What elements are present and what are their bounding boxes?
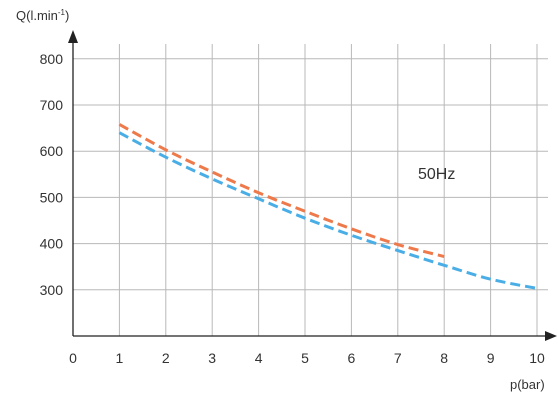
series-layer	[118, 123, 538, 290]
x-tick-label: 4	[255, 350, 263, 366]
x-tick-label: 2	[162, 350, 170, 366]
series-line-2	[118, 131, 538, 290]
x-tick-label: 8	[440, 350, 448, 366]
y-tick-label: 500	[40, 189, 64, 205]
x-tick-label: 10	[529, 350, 545, 366]
frequency-annotation: 50Hz	[418, 166, 455, 183]
x-tick-label: 0	[69, 350, 77, 366]
y-axis-title: Q(l.min-1)	[16, 8, 69, 23]
y-axis-arrow	[68, 30, 78, 43]
x-axis-title: p(bar)	[510, 377, 545, 392]
x-axis-arrow	[545, 331, 557, 341]
y-tick-label: 700	[40, 97, 64, 113]
x-tick-label: 3	[208, 350, 216, 366]
x-tick-label: 1	[116, 350, 124, 366]
x-tick-label: 5	[301, 350, 309, 366]
x-tick-label: 6	[348, 350, 356, 366]
x-tick-labels: 0 1 2 3 4 5 6 7 8 9 10	[69, 350, 545, 366]
grid-lines	[73, 44, 548, 336]
y-tick-label: 800	[40, 51, 64, 67]
x-tick-label: 9	[487, 350, 495, 366]
y-tick-labels: 300 400 500 600 700 800	[40, 51, 64, 298]
y-tick-label: 300	[40, 282, 64, 298]
y-tick-label: 400	[40, 236, 64, 252]
x-tick-label: 7	[394, 350, 402, 366]
y-tick-label: 600	[40, 143, 64, 159]
series-line-1	[118, 123, 445, 258]
